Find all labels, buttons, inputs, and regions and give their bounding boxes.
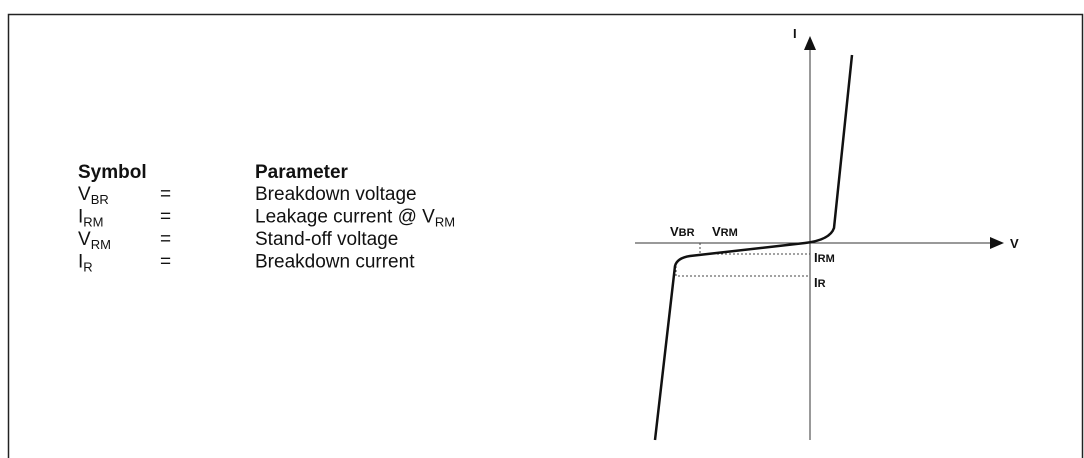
symbol-sub: R [83,260,92,275]
graph-label: VRM [712,224,738,239]
axis-label: I [793,26,797,41]
parameter: Breakdown current [255,252,415,273]
label: I [814,275,818,290]
axis-label: V [1010,236,1019,251]
parameter: Stand-off voltage [255,229,398,250]
symbol: VRM [78,229,111,252]
symbol-sub: RM [91,237,111,252]
parameter-text: Stand-off voltage [255,229,398,250]
parameter: Breakdown voltage [255,184,417,205]
symbol-base: V [78,229,91,250]
parameter: Leakage current @ VRM [255,207,455,230]
frame [7,13,1084,458]
equals: = [160,184,171,205]
symbol-base: I [78,207,83,228]
label-sub: BR [679,227,695,239]
parameter-text: Leakage current @ V [255,207,435,228]
symbol-sub: RM [83,215,103,230]
symbol-sub: BR [91,192,109,207]
symbol-base: V [78,184,91,205]
label: V [670,224,679,239]
graph: I V VBR VRM IRM IR [635,26,1019,441]
symbol: VBR [78,184,109,207]
iv-curve [653,54,854,441]
equals: = [160,207,171,228]
parameter-text: Breakdown voltage [255,184,417,205]
equals: = [160,252,171,273]
header-symbol: Symbol [78,162,147,183]
label: V [712,224,721,239]
label: I [814,250,818,265]
symbol-base: I [78,252,83,273]
graph-label: IRM [814,250,835,265]
arrow [804,36,816,50]
dashed-guide [675,243,810,277]
label-sub: RM [721,227,738,239]
header-parameter: Parameter [255,162,349,183]
graph-label: VBR [670,224,695,239]
symbol: IR [78,252,93,275]
equals: = [160,229,171,250]
label-sub: RM [818,253,835,265]
graph-label: IR [814,275,826,290]
parameter-text: Breakdown current [255,252,415,273]
symbol: IRM [78,207,104,230]
legend: Symbol Parameter VBR = Breakdown voltageIR… [78,162,455,275]
label-sub: R [818,278,826,290]
parameter-sub: RM [435,215,455,230]
arrow [990,237,1004,249]
